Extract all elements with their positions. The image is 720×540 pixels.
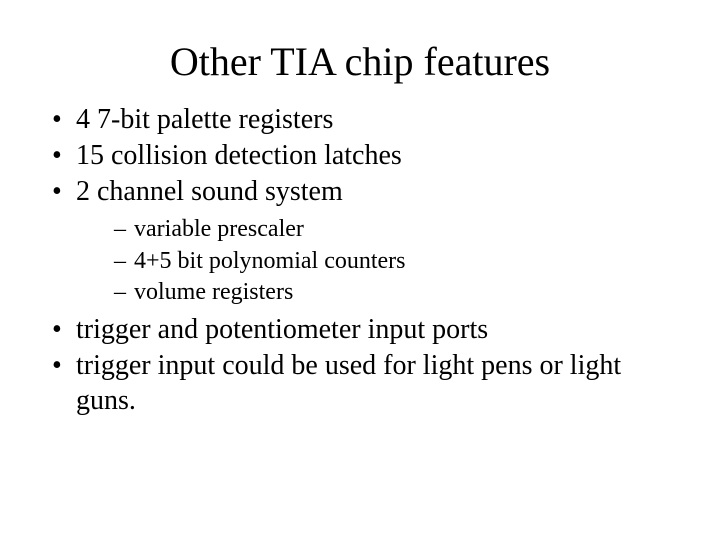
bullet-text: 4 7-bit palette registers	[76, 104, 333, 135]
sub-bullet-text: variable prescaler	[134, 216, 304, 242]
list-item: trigger input could be used for light pe…	[52, 349, 668, 417]
bullet-text: 15 collision detection latches	[76, 140, 402, 171]
sub-bullet-text: 4+5 bit polynomial counters	[134, 248, 406, 274]
bullet-text: 2 channel sound system	[76, 176, 343, 207]
list-item: 4+5 bit polynomial counters	[114, 247, 668, 276]
list-item: variable prescaler	[114, 215, 668, 244]
list-item: 2 channel sound system variable prescale…	[52, 175, 668, 307]
list-item: 15 collision detection latches	[52, 139, 668, 173]
list-item: 4 7-bit palette registers	[52, 103, 668, 137]
sub-bullet-list: variable prescaler 4+5 bit polynomial co…	[76, 215, 668, 307]
slide-title: Other TIA chip features	[0, 0, 720, 85]
slide-body: 4 7-bit palette registers 15 collision d…	[0, 85, 720, 418]
list-item: volume registers	[114, 278, 668, 307]
slide: Other TIA chip features 4 7-bit palette …	[0, 0, 720, 540]
list-item: trigger and potentiometer input ports	[52, 313, 668, 347]
bullet-list: 4 7-bit palette registers 15 collision d…	[52, 103, 668, 418]
sub-bullet-text: volume registers	[134, 279, 293, 305]
bullet-text: trigger and potentiometer input ports	[76, 314, 488, 345]
bullet-text: trigger input could be used for light pe…	[76, 350, 621, 415]
